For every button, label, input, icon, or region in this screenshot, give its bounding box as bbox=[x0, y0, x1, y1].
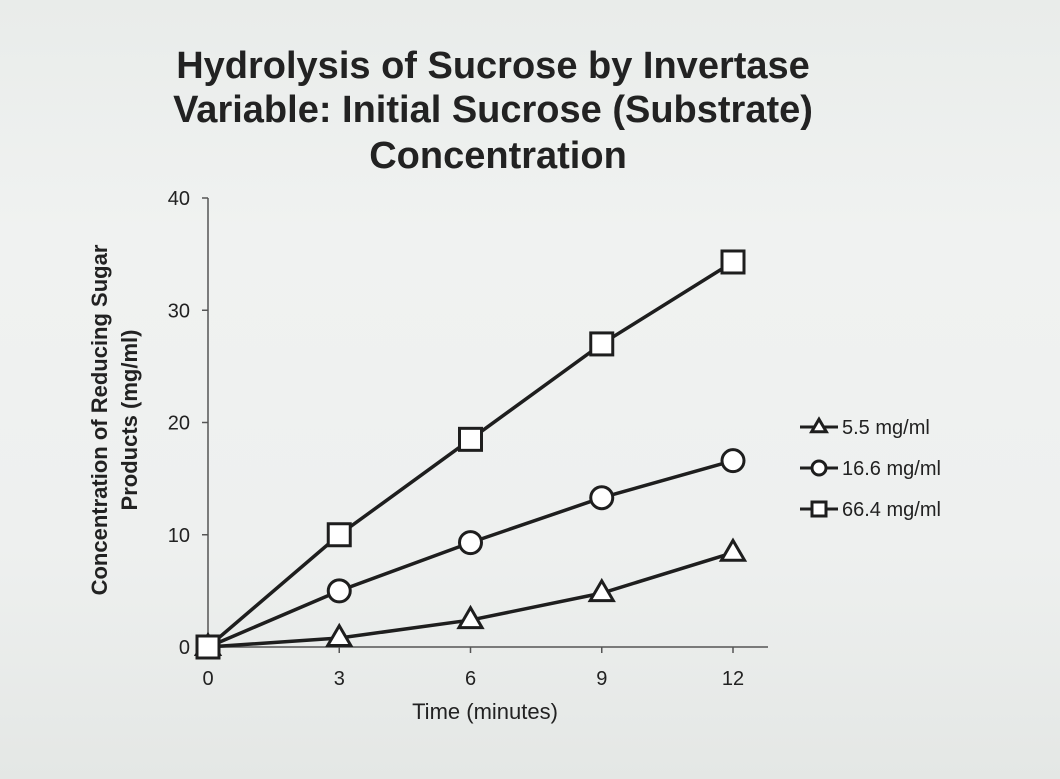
legend: 5.5 mg/ml 16.6 mg/ml 66.4 mg/ml bbox=[800, 416, 941, 521]
x-tick-label: 12 bbox=[722, 668, 744, 690]
y-tick-label: 10 bbox=[168, 525, 190, 547]
legend-label-circle: 16.6 mg/ml bbox=[842, 458, 941, 480]
x-tick-label: 9 bbox=[596, 668, 607, 690]
data-point-square bbox=[326, 522, 352, 548]
series-line-square bbox=[206, 260, 734, 649]
chart-title-line-3: Concentration bbox=[369, 135, 627, 177]
data-point-triangle bbox=[325, 622, 354, 648]
legend-marker-square bbox=[810, 500, 828, 518]
legend-label-triangle: 5.5 mg/ml bbox=[842, 417, 930, 439]
chart-title-line-1: Hydrolysis of Sucrose by Invertase bbox=[176, 45, 810, 87]
data-point-circle bbox=[458, 530, 483, 556]
y-tick-label: 30 bbox=[168, 300, 190, 322]
data-point-circle bbox=[326, 578, 352, 604]
legend-marker-triangle bbox=[809, 416, 829, 434]
chart-title-line-2: Variable: Initial Sucrose (Substrate) bbox=[173, 89, 813, 131]
y-tick-label: 20 bbox=[168, 413, 190, 435]
data-point-square bbox=[589, 331, 615, 357]
data-point-square bbox=[458, 426, 483, 452]
y-tick-label: 40 bbox=[168, 188, 190, 210]
data-point-square bbox=[195, 634, 221, 660]
data-point-triangle bbox=[456, 604, 485, 630]
data-point-circle bbox=[720, 448, 746, 474]
y-axis-label-line-1: Concentration of Reducing Sugar bbox=[87, 244, 112, 595]
legend-marker-circle bbox=[810, 459, 828, 477]
plot-area: 0 10 20 30 40 0 3 6 9 12 bbox=[168, 188, 768, 690]
x-tick-label: 6 bbox=[465, 668, 476, 690]
series-line-triangle bbox=[207, 551, 734, 649]
data-point-circle bbox=[589, 485, 615, 511]
data-point-triangle bbox=[587, 577, 616, 603]
data-point-square bbox=[720, 249, 746, 275]
y-axis-label: Concentration of Reducing Sugar Products… bbox=[87, 244, 142, 595]
data-point-triangle bbox=[718, 537, 748, 562]
y-tick-label: 0 bbox=[179, 637, 190, 659]
legend-label-square: 66.4 mg/ml bbox=[842, 499, 941, 521]
y-axis-label-line-2: Products (mg/ml) bbox=[117, 330, 142, 511]
x-axis-label: Time (minutes) bbox=[412, 699, 558, 724]
x-tick-label: 3 bbox=[334, 668, 345, 690]
x-tick-label: 0 bbox=[202, 668, 213, 690]
